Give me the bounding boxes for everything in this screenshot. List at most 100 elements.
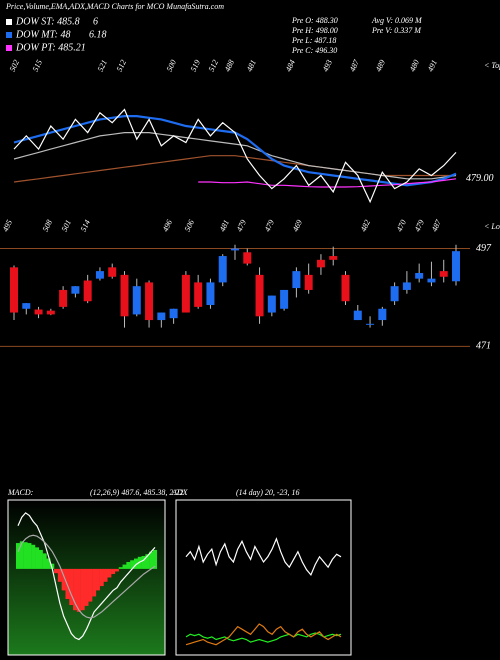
histogram-bar [111,568,116,575]
histogram-bar [130,560,135,569]
adx-subtitle: (14 day) 20, -23, 16 [236,488,300,497]
info: Pre L: 487.18 [291,36,336,45]
line-series [13,108,457,204]
info: Pre H: 498.00 [291,26,338,35]
histogram-bar [69,568,74,606]
candle-body [415,273,424,279]
candle-body [427,278,436,283]
top-label: 488 [223,58,236,73]
histogram-bar [38,549,43,569]
candle-body [194,282,203,307]
candle-body [243,252,252,264]
low-label: 496 [161,218,174,233]
histogram-bar [46,558,51,569]
low-label: 482 [359,218,372,233]
top-label: 521 [96,58,109,73]
candle-body [71,286,80,294]
histogram-bar [152,549,158,569]
candle-body [206,282,215,305]
line-series [17,512,156,641]
info: Pre C: 496.30 [291,46,337,55]
candle-body [34,309,43,315]
candle-body [341,274,350,302]
histogram-bar [31,544,36,569]
line-series [185,623,342,646]
candle-body [218,256,227,283]
histogram-bar [61,568,66,591]
info: Pre V: 0.337 M [371,26,422,35]
y-tick-label: 497 [476,243,492,254]
candle-body [181,274,190,313]
low-label: 501 [60,218,73,233]
line-series [185,537,342,577]
candle-body [83,280,92,302]
legend-swatch [6,45,12,51]
histogram-bar [137,556,142,569]
low-label: 508 [41,218,54,233]
adx-title: ADX [171,488,189,497]
legend-label: DOW MT: 48 [15,29,70,40]
histogram-bar [133,558,138,569]
candle-body [267,295,276,313]
top-label: 519 [189,58,202,73]
histogram-bar [145,554,150,569]
line-series [13,132,457,180]
candle-body [439,271,448,277]
histogram-bar [114,568,119,572]
candle-body [292,271,301,289]
chart-title: Price,Volume,EMA,ADX,MACD Charts for MCO… [5,2,224,11]
histogram-bar [35,547,40,569]
low-label: 479 [263,218,276,233]
candle-body [145,282,154,321]
macd-subtitle: (12,26,9) 487.6, 485.38, 2.22 [90,488,183,497]
histogram-bar [88,568,93,602]
legend-value: 6.18 [89,29,107,40]
histogram-bar [149,551,154,569]
candle-body [390,286,399,302]
histogram-bar [80,568,85,611]
candle-body [316,259,325,268]
candle-body [120,274,129,317]
low-label: 495 [1,218,14,233]
histogram-bar [57,568,62,582]
top-label: 480 [408,58,421,73]
candle-body [108,267,117,277]
candle-body [157,312,166,321]
top-label: 481 [245,58,258,73]
candle-body [378,308,387,321]
low-label: 514 [79,218,92,233]
histogram-bar [23,542,28,569]
histogram-bar [42,553,47,569]
top-label: 491 [426,58,439,73]
low-label: 487 [430,217,444,233]
legend-label: DOW PT: 485.21 [15,42,86,53]
candle-body [255,274,264,317]
candle-body [46,310,55,315]
line-series [198,178,457,188]
histogram-bar [103,568,108,582]
candle-body [132,286,141,315]
top-label: 484 [284,58,297,73]
low-label: 479 [235,218,248,233]
adx-panel [175,499,352,656]
legend-value: 6 [93,16,98,27]
low-label: 479 [413,218,426,233]
legend-swatch [6,19,12,25]
candle-body [10,267,18,313]
candle-body [353,310,362,321]
histogram-bar [54,568,59,574]
histogram-bar [19,541,24,569]
line-series [13,155,456,183]
low-label: 470 [395,218,408,233]
top-label: 487 [348,57,362,73]
histogram-bar [50,563,55,569]
top-label: 500 [165,58,178,73]
histogram-bar [95,568,100,591]
y-tick-label: 479.00 [466,173,494,184]
histogram-bar [122,564,127,569]
histogram-bar [15,543,21,569]
histogram-bar [141,555,146,569]
y-tick-label: 471 [476,341,491,352]
histogram-bar [99,568,104,587]
